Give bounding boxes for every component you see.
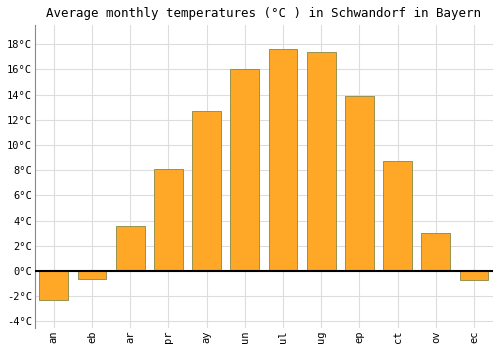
Bar xyxy=(383,161,412,271)
Bar xyxy=(116,226,144,271)
Bar xyxy=(78,271,106,279)
Bar xyxy=(192,111,221,271)
Bar xyxy=(268,49,298,271)
Bar xyxy=(230,69,259,271)
Bar xyxy=(307,52,336,271)
Title: Average monthly temperatures (°C ) in Schwandorf in Bayern: Average monthly temperatures (°C ) in Sc… xyxy=(46,7,482,20)
Bar xyxy=(40,271,68,300)
Bar xyxy=(460,271,488,280)
Bar xyxy=(422,233,450,271)
Bar xyxy=(154,169,182,271)
Bar xyxy=(345,96,374,271)
